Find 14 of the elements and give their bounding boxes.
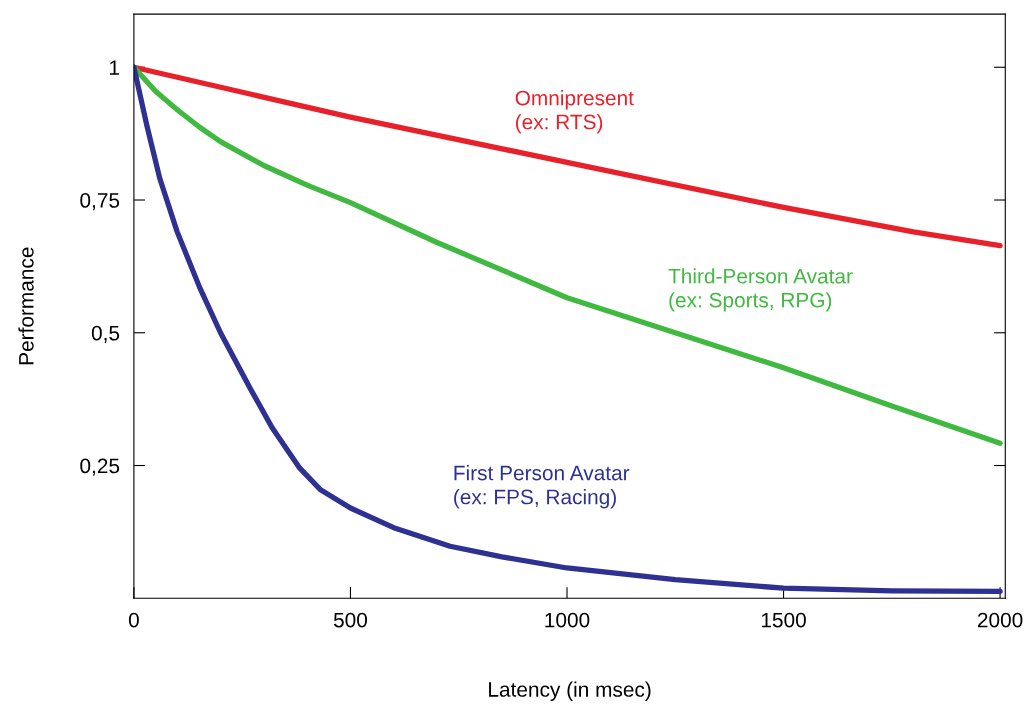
x-tick-label: 500: [333, 612, 368, 628]
y-axis-title: Performance: [18, 247, 34, 365]
y-tick-label: 0,75: [80, 193, 120, 211]
y-tick-label: 1: [110, 60, 119, 75]
series-label: Third-Person Avatar (ex: Sports, RPG): [668, 268, 853, 312]
x-tick-label: 0: [128, 612, 139, 628]
y-tick-label: 0,5: [91, 325, 120, 343]
x-tick-label: 2000: [977, 612, 1023, 628]
x-tick-label: 1000: [545, 612, 590, 628]
series-label: First Person Avatar (ex: FPS, Racing): [454, 465, 630, 509]
y-tick-label: 0,25: [80, 458, 120, 476]
x-tick-label: 1500: [761, 612, 806, 628]
x-axis-title: Latency (in msec): [489, 681, 651, 701]
series-label: Omnipresent (ex: RTS): [515, 90, 634, 134]
